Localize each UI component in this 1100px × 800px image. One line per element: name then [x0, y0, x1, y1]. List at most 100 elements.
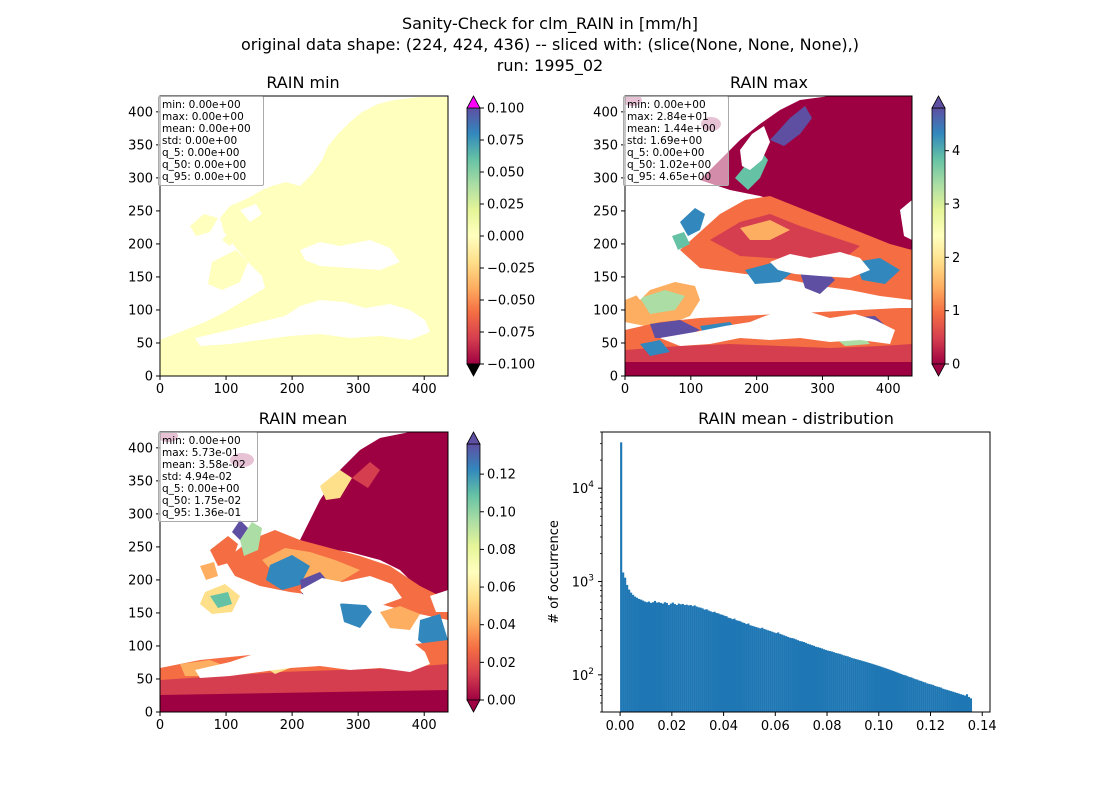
histogram-bar: [727, 617, 730, 712]
histogram-bar: [816, 647, 820, 712]
histogram-bar: [810, 645, 814, 712]
histogram-bar: [739, 621, 742, 712]
histogram-bar: [769, 631, 772, 712]
histogram-bar: [838, 653, 841, 712]
histogram-bar: [860, 660, 863, 712]
histogram-bar: [665, 602, 668, 712]
histogram-bar: [795, 639, 798, 712]
histogram-bar: [812, 645, 816, 712]
axis-ticks: 0 100 200 300 400 0 50 100 150 200 250 300 350 400: [128, 105, 436, 397]
y-tick-label: 250: [128, 540, 153, 555]
histogram-bar: [661, 603, 664, 712]
histogram-bar: [894, 671, 897, 712]
stat-line: min: 0.00e+00: [627, 99, 706, 111]
histogram-bar: [969, 698, 973, 712]
histogram-bar: [717, 613, 720, 712]
histogram-bar: [802, 641, 806, 712]
stat-line: min: 0.00e+00: [162, 99, 241, 111]
colorbar-tick-label: 0.04: [487, 618, 516, 633]
histogram-bar: [647, 601, 651, 712]
histogram-bar: [667, 605, 670, 712]
histogram-bar: [719, 614, 722, 712]
histogram-bar: [912, 678, 915, 712]
histogram-bar: [697, 607, 700, 712]
histogram-bar: [900, 674, 903, 712]
histogram-bar: [677, 603, 680, 712]
histogram-bar: [747, 623, 750, 712]
x-tick-label: 300: [346, 718, 371, 733]
x-tick-label: 0.12: [916, 719, 945, 734]
histogram-bar: [896, 672, 899, 712]
histogram-bar: [876, 665, 879, 712]
histogram-bar: [699, 607, 702, 712]
colorbar-tick-label: 0.06: [487, 581, 516, 596]
stat-line: q_95: 1.36e-01: [162, 507, 242, 519]
histogram-bar: [781, 634, 784, 712]
histogram-bar: [818, 647, 821, 712]
histogram-bar: [683, 605, 686, 712]
histogram-bar: [630, 592, 633, 712]
histogram-bar: [866, 662, 869, 712]
colorbar: [931, 107, 946, 365]
panel-title: RAIN mean - distribution: [698, 409, 894, 428]
histogram-bar: [653, 600, 657, 712]
colorbar-tick-label: −0.075: [487, 326, 535, 341]
stat-line: mean: 0.00e+00: [162, 123, 251, 135]
colorbar-tick-label: 0.12: [487, 468, 516, 483]
axes-frame: [624, 95, 913, 377]
histogram-bar: [771, 631, 774, 712]
stat-line: q_50: 1.02e+00: [627, 159, 712, 171]
histogram-bar: [632, 594, 635, 712]
histogram-bar: [942, 688, 945, 712]
histogram-bar: [628, 589, 631, 712]
stat-line: max: 0.00e+00: [162, 111, 244, 123]
histogram-bar: [753, 626, 756, 712]
colorbar-extend-max: [931, 95, 946, 109]
stat-line: max: 5.73e-01: [162, 447, 239, 459]
figure-title-line-1: Sanity-Check for clm_RAIN in [mm/h]: [401, 14, 699, 33]
histogram-bar: [645, 602, 649, 712]
histogram-bar: [814, 646, 818, 712]
histogram-bar: [800, 641, 804, 712]
y-axis-label: # of occurrence: [547, 520, 562, 624]
stats-box-rain-min: min: 0.00e+00 max: 0.00e+00 mean: 0.00e+…: [158, 96, 264, 186]
histogram-bar: [967, 696, 971, 712]
histogram-bar: [961, 694, 965, 712]
histogram-bar: [624, 577, 627, 712]
colorbar-tick-label: −0.025: [487, 262, 535, 277]
histogram-bar: [743, 622, 746, 712]
histogram-bar: [725, 616, 728, 712]
x-tick-label: 400: [876, 382, 901, 397]
histogram-bar: [836, 653, 839, 712]
y-tick-label: 150: [128, 606, 153, 621]
y-tick-label: 400: [128, 105, 153, 120]
histogram-bar: [864, 661, 867, 712]
stat-line: q_95: 4.65e+00: [627, 171, 712, 183]
colorbar-extend-min: [931, 363, 946, 377]
colorbar-tick-label: 2: [952, 251, 960, 266]
histogram-bar: [713, 611, 716, 712]
colorbar-tick-label: 0: [952, 358, 960, 373]
histogram-bar: [634, 596, 637, 712]
histogram-bar: [928, 683, 931, 712]
figure-title-line-3: run: 1995_02: [496, 56, 604, 75]
histogram-bar: [922, 681, 925, 712]
histogram-bar: [793, 638, 796, 712]
histogram-bar: [673, 603, 676, 712]
histogram-bar: [850, 657, 853, 712]
stat-line: mean: 3.58e-02: [162, 459, 246, 471]
histogram-bar: [898, 673, 901, 712]
histogram-bar: [916, 679, 919, 712]
histogram-bar: [783, 635, 786, 712]
x-tick-label: 0.04: [709, 719, 738, 734]
histogram-bar: [709, 611, 712, 712]
histogram-bar: [703, 609, 706, 712]
y-tick-label: 300: [128, 507, 153, 522]
y-tick-label: 250: [128, 204, 153, 219]
histogram-bar: [854, 658, 857, 712]
histogram-axes: 0.00 0.02 0.04 0.06 0.08 0.10 0.12 0.14 102 103 10…: [572, 431, 997, 734]
y-tick-label: 100: [128, 303, 153, 318]
y-tick-label: 200: [593, 237, 618, 252]
stat-line: q_50: 0.00e+00: [162, 159, 247, 171]
x-tick-label: 0.02: [657, 719, 686, 734]
